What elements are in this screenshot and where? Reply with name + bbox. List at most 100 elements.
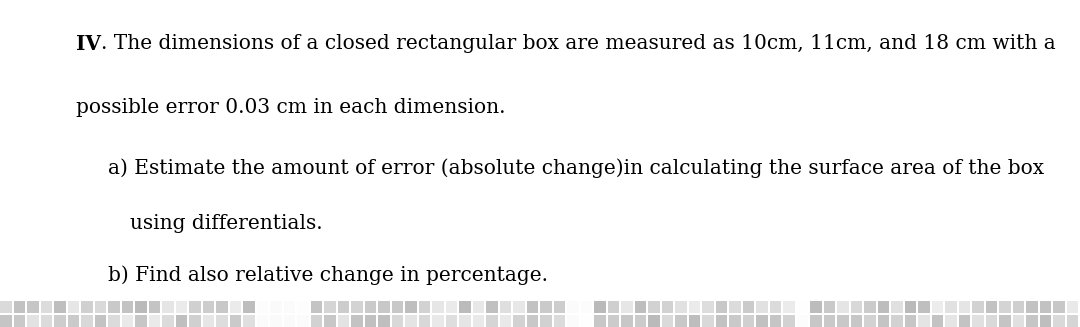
Bar: [270, 315, 282, 327]
Bar: [689, 301, 701, 313]
Bar: [283, 301, 296, 313]
Bar: [824, 315, 836, 327]
Bar: [81, 301, 93, 313]
Bar: [13, 315, 26, 327]
Bar: [311, 315, 323, 327]
Bar: [162, 315, 174, 327]
Bar: [729, 315, 741, 327]
Bar: [486, 301, 498, 313]
Bar: [1026, 315, 1038, 327]
Bar: [864, 301, 876, 313]
Bar: [311, 301, 323, 313]
Bar: [0, 301, 12, 313]
Bar: [918, 301, 930, 313]
Bar: [95, 315, 107, 327]
Bar: [837, 315, 849, 327]
Bar: [716, 301, 728, 313]
Bar: [41, 301, 53, 313]
Bar: [365, 315, 377, 327]
Bar: [702, 301, 714, 313]
Bar: [527, 301, 538, 313]
Bar: [972, 315, 984, 327]
Bar: [337, 315, 350, 327]
Bar: [392, 315, 404, 327]
Bar: [283, 315, 296, 327]
Bar: [121, 301, 134, 313]
Text: a) Estimate the amount of error (absolute change)in calculating the surface area: a) Estimate the amount of error (absolut…: [108, 159, 1044, 178]
Bar: [621, 315, 633, 327]
Bar: [931, 301, 944, 313]
Bar: [149, 315, 160, 327]
Bar: [1067, 315, 1079, 327]
Bar: [810, 315, 822, 327]
Bar: [446, 315, 458, 327]
Bar: [378, 315, 390, 327]
Bar: [1039, 301, 1052, 313]
Bar: [513, 301, 525, 313]
Bar: [203, 315, 214, 327]
Bar: [135, 301, 147, 313]
Bar: [1026, 301, 1038, 313]
Bar: [216, 301, 228, 313]
Bar: [149, 301, 160, 313]
Bar: [1067, 301, 1079, 313]
Bar: [67, 301, 80, 313]
Bar: [891, 315, 903, 327]
Bar: [95, 301, 107, 313]
Bar: [986, 315, 998, 327]
Bar: [851, 301, 863, 313]
Bar: [1053, 315, 1065, 327]
Bar: [581, 315, 592, 327]
Text: . The dimensions of a closed rectangular box are measured as 10cm, 11cm, and 18 : . The dimensions of a closed rectangular…: [100, 34, 1055, 53]
Bar: [27, 301, 39, 313]
Bar: [499, 315, 512, 327]
Bar: [540, 315, 552, 327]
Bar: [648, 315, 660, 327]
Bar: [243, 315, 255, 327]
Bar: [635, 301, 646, 313]
Bar: [1013, 315, 1025, 327]
Bar: [540, 301, 552, 313]
Bar: [959, 315, 971, 327]
Bar: [797, 301, 808, 313]
Bar: [405, 315, 417, 327]
Bar: [783, 301, 795, 313]
Bar: [864, 315, 876, 327]
Bar: [607, 301, 620, 313]
Bar: [891, 301, 903, 313]
Bar: [824, 301, 836, 313]
Bar: [0, 315, 12, 327]
Bar: [351, 315, 363, 327]
Bar: [121, 315, 134, 327]
Bar: [945, 301, 957, 313]
Bar: [67, 315, 80, 327]
Bar: [351, 301, 363, 313]
Text: IV: IV: [76, 34, 100, 54]
Bar: [378, 301, 390, 313]
Bar: [635, 315, 646, 327]
Bar: [459, 301, 471, 313]
Bar: [607, 315, 620, 327]
Bar: [661, 301, 674, 313]
Bar: [27, 315, 39, 327]
Bar: [175, 315, 188, 327]
Bar: [1053, 301, 1065, 313]
Text: b) Find also relative change in percentage.: b) Find also relative change in percenta…: [108, 265, 548, 284]
Bar: [527, 315, 538, 327]
Bar: [392, 301, 404, 313]
Bar: [270, 301, 282, 313]
Bar: [203, 301, 214, 313]
Bar: [905, 315, 916, 327]
Bar: [446, 301, 458, 313]
Bar: [567, 315, 579, 327]
Bar: [851, 315, 863, 327]
Bar: [297, 301, 309, 313]
Bar: [810, 301, 822, 313]
Bar: [581, 301, 592, 313]
Text: possible error 0.03 cm in each dimension.: possible error 0.03 cm in each dimension…: [76, 98, 505, 117]
Bar: [135, 315, 147, 327]
Bar: [189, 315, 201, 327]
Bar: [1039, 315, 1052, 327]
Bar: [459, 315, 471, 327]
Bar: [108, 315, 120, 327]
